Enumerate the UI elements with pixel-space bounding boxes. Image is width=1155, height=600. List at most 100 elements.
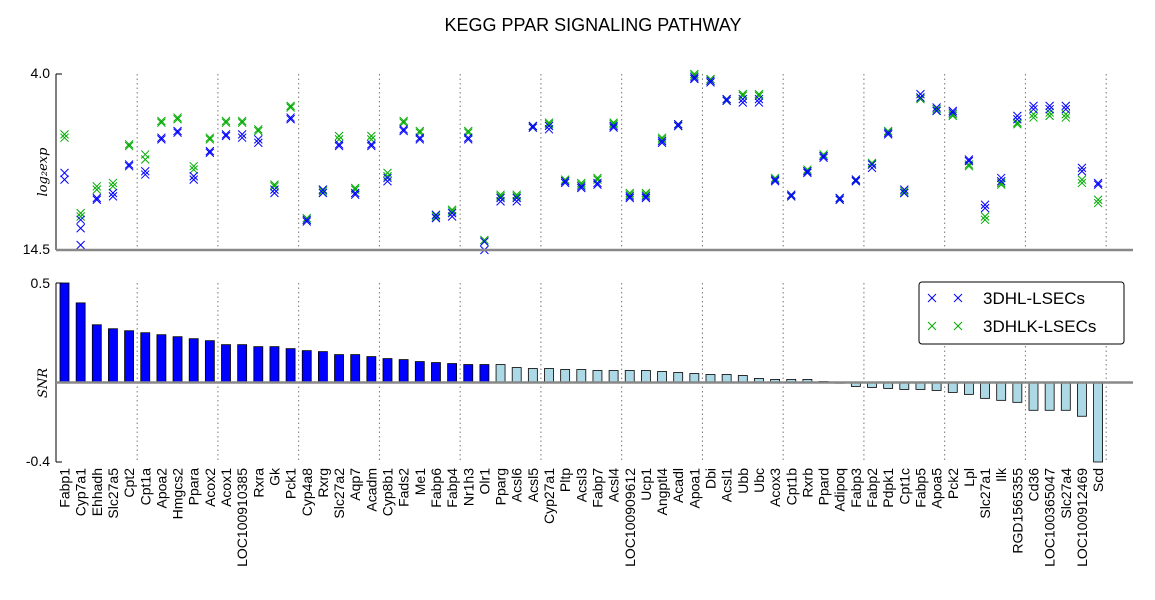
expression-point	[173, 126, 182, 136]
expression-point	[399, 118, 409, 127]
gene-label: Ubc	[751, 468, 767, 493]
expression-point	[463, 126, 473, 136]
expression-point	[415, 135, 425, 144]
expression-point	[803, 165, 812, 174]
snr-bar-Ppara	[188, 338, 199, 383]
expression-point	[625, 192, 635, 201]
expression-point	[770, 175, 780, 184]
snr-bar-Angptl4	[657, 371, 667, 383]
expression-point	[60, 168, 69, 178]
snr-bar-Acox1	[221, 344, 231, 383]
snr-bar-Fabp4	[447, 363, 458, 383]
expression-point	[253, 135, 263, 144]
expression-point	[932, 103, 941, 112]
snr-bar-Olr1	[479, 364, 490, 383]
gene-label: Rxrg	[315, 468, 331, 498]
gene-label: Acsl3	[573, 468, 589, 502]
expression-point	[786, 192, 796, 201]
expression-point	[770, 176, 780, 186]
expression-point	[237, 116, 247, 126]
expression-point	[980, 212, 990, 221]
expression-point	[189, 175, 199, 184]
expression-point	[76, 208, 86, 218]
expression-point	[496, 193, 505, 203]
snr-bar-Ilk	[996, 382, 1007, 401]
expression-point	[819, 153, 828, 163]
expression-point	[916, 93, 925, 102]
expression-point	[92, 185, 102, 195]
expression-point	[496, 197, 505, 206]
expression-point	[205, 135, 215, 144]
snr-bar-LOC100910385	[237, 344, 248, 383]
gene-label: Cyp27a1	[541, 468, 557, 524]
gene-label: Rxra	[250, 468, 266, 498]
expression-point	[916, 89, 925, 99]
gene-label: Nr1h3	[460, 468, 476, 506]
expression-point	[286, 114, 295, 124]
snr-bar-Hmgcs2	[172, 336, 183, 383]
expression-point	[835, 193, 845, 203]
legend-marker-1-b	[953, 321, 963, 331]
snr-group-dividers	[136, 283, 1107, 462]
gene-label: Acadm	[363, 468, 379, 512]
expression-point	[899, 186, 909, 196]
gene-label: Acsl4	[606, 468, 622, 502]
expression-point	[689, 71, 699, 81]
expression-point	[512, 193, 522, 203]
expression-point	[980, 200, 990, 210]
expression-point	[1093, 198, 1103, 208]
gene-label: LOC100365047	[1042, 468, 1058, 567]
gene-label: Fabp2	[864, 468, 880, 508]
expression-panel: 4.0 14.5 log₂exp	[23, 65, 1133, 257]
expression-point	[1012, 114, 1022, 124]
expression-point	[140, 166, 150, 176]
expression-point	[1077, 163, 1087, 173]
expression-point	[1029, 104, 1038, 114]
snr-bar-Me1	[414, 361, 425, 383]
expression-point	[706, 76, 715, 86]
snr-bar-RGD1565355	[1012, 382, 1023, 403]
gene-label: Scd	[1090, 468, 1106, 492]
expression-point	[948, 106, 958, 116]
gene-label: Pck1	[283, 468, 299, 499]
expression-point	[899, 185, 909, 195]
expression-point	[1093, 195, 1103, 205]
expression-point	[657, 135, 667, 144]
gene-label: Rxrb	[799, 468, 815, 498]
expression-point	[124, 140, 134, 149]
expression-point	[625, 193, 635, 203]
snr-bar-Cyp8b1	[382, 358, 393, 383]
expression-point	[366, 141, 376, 151]
gene-label: Cyp4a8	[299, 468, 315, 516]
expression-point	[318, 188, 328, 198]
gene-label: Acsl6	[509, 468, 525, 502]
snr-bar-Pck2	[947, 382, 958, 393]
gene-label: Dbi	[703, 468, 719, 489]
chart-title: KEGG PPAR SIGNALING PATHWAY	[444, 15, 741, 35]
snr-bar-Acsl6	[511, 367, 522, 383]
expression-point	[270, 188, 279, 198]
expression-point	[1029, 101, 1038, 111]
expression-point	[480, 235, 489, 245]
gene-label: Cpt1a	[137, 468, 153, 506]
snr-bar-Nr1h3	[463, 364, 474, 383]
expression-point	[318, 186, 328, 196]
gene-label: Apoa2	[153, 468, 169, 509]
expression-point	[996, 173, 1006, 183]
snr-bar-Acox2	[204, 340, 215, 383]
expression-point	[253, 138, 263, 148]
expression-point	[641, 193, 651, 203]
snr-bar-Gk	[269, 346, 280, 383]
expression-point	[205, 148, 215, 158]
expression-point	[157, 116, 166, 126]
gene-label: Ucp1	[638, 468, 654, 501]
expression-point	[221, 116, 231, 126]
expression-point	[173, 113, 182, 122]
snr-bar-Acadl	[673, 372, 684, 383]
gene-label: Adipoq	[832, 468, 848, 512]
expression-point	[738, 91, 748, 101]
gene-label: LOC100912469	[1074, 468, 1090, 567]
expression-point	[221, 118, 231, 127]
expression-point	[205, 146, 215, 156]
expression-point	[851, 175, 861, 184]
